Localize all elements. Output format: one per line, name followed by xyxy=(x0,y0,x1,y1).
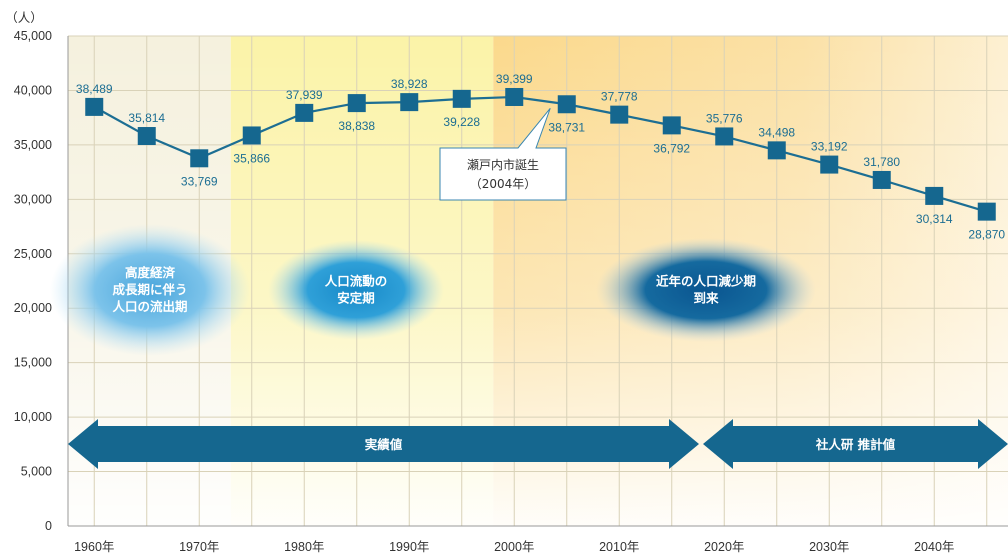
data-label: 38,838 xyxy=(338,119,375,133)
callout-line-2: （2004年） xyxy=(470,177,537,191)
arrow-actual xyxy=(68,419,699,469)
y-tick-label: 25,000 xyxy=(14,247,52,261)
data-point-marker xyxy=(820,155,839,174)
x-tick-label: 1990年 xyxy=(389,540,429,554)
arrow-projection-label: 社人研 推計値 xyxy=(815,437,896,452)
data-point-marker xyxy=(137,127,156,146)
data-point-marker xyxy=(715,127,734,146)
data-point-marker xyxy=(242,126,261,145)
bubble-growth-era-text: 成長期に伴う xyxy=(112,282,187,297)
x-tick-label: 2010年 xyxy=(599,540,639,554)
x-tick-label: 2000年 xyxy=(494,540,534,554)
data-point-marker xyxy=(347,94,366,113)
data-label: 35,776 xyxy=(706,111,743,125)
bubble-stable-era-text: 安定期 xyxy=(337,291,375,306)
data-point-marker xyxy=(452,89,471,108)
y-tick-label: 0 xyxy=(45,519,52,533)
data-point-marker xyxy=(505,87,524,106)
data-point-marker xyxy=(557,95,576,114)
x-tick-label: 1960年 xyxy=(74,540,114,554)
data-label: 37,778 xyxy=(601,90,638,104)
arrow-projection xyxy=(703,419,1008,469)
data-label: 31,780 xyxy=(863,155,900,169)
data-point-marker xyxy=(767,141,786,160)
y-tick-label: 45,000 xyxy=(14,29,52,43)
data-point-marker xyxy=(85,97,104,116)
bubble-stable-era-text: 人口流動の xyxy=(325,274,388,289)
y-tick-label: 40,000 xyxy=(14,83,52,97)
data-point-marker xyxy=(400,93,419,112)
x-tick-label: 2030年 xyxy=(809,540,849,554)
data-point-marker xyxy=(190,149,209,168)
data-point-marker xyxy=(662,116,681,135)
y-tick-label: 5,000 xyxy=(21,465,52,479)
y-axis-unit: （人） xyxy=(5,11,43,25)
y-tick-label: 30,000 xyxy=(14,192,52,206)
data-point-marker xyxy=(295,103,314,122)
callout-line-1: 瀬戸内市誕生 xyxy=(467,157,539,172)
data-label: 30,314 xyxy=(916,212,953,226)
x-tick-label: 2020年 xyxy=(704,540,744,554)
bubble-decline-era-text: 近年の人口減少期 xyxy=(656,274,756,289)
y-tick-label: 10,000 xyxy=(14,410,52,424)
data-label: 38,928 xyxy=(391,77,428,91)
y-tick-label: 35,000 xyxy=(14,138,52,152)
data-label: 34,498 xyxy=(758,125,795,139)
bubble-growth-era xyxy=(50,224,250,356)
callout-box xyxy=(439,107,567,201)
data-label: 37,939 xyxy=(286,88,323,102)
data-point-marker xyxy=(872,170,891,189)
x-tick-label: 2040年 xyxy=(914,540,954,554)
data-label: 33,192 xyxy=(811,140,848,154)
data-label: 28,870 xyxy=(968,228,1005,242)
data-label: 35,866 xyxy=(233,151,270,165)
bubble-decline-era-text: 到来 xyxy=(693,291,719,306)
y-tick-label: 15,000 xyxy=(14,356,52,370)
data-label: 39,228 xyxy=(443,115,480,129)
data-point-marker xyxy=(610,105,629,124)
arrow-actual-label: 実績値 xyxy=(365,437,403,452)
data-label: 38,489 xyxy=(76,82,113,96)
data-label: 35,814 xyxy=(128,111,165,125)
bubble-decline-era xyxy=(596,238,816,342)
y-tick-label: 20,000 xyxy=(14,301,52,315)
data-label: 36,792 xyxy=(653,141,690,155)
bubble-growth-era-text: 高度経済 xyxy=(125,265,176,280)
data-label: 39,399 xyxy=(496,72,533,86)
data-label: 33,769 xyxy=(181,174,218,188)
data-point-marker xyxy=(977,202,996,221)
bubble-stable-era xyxy=(268,240,444,340)
data-label: 38,731 xyxy=(548,120,585,134)
bubble-growth-era-text: 人口の流出期 xyxy=(112,299,187,314)
data-point-marker xyxy=(925,186,944,205)
x-tick-label: 1980年 xyxy=(284,540,324,554)
x-tick-label: 1970年 xyxy=(179,540,219,554)
